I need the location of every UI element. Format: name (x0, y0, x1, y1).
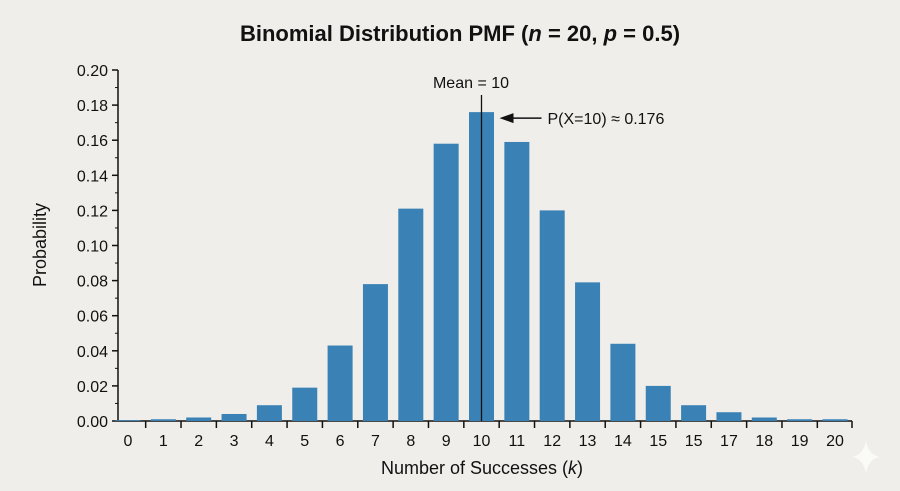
sparkle-watermark-icon (852, 440, 880, 474)
bar-k-0 (115, 420, 141, 421)
y-tick-label: 0.12 (77, 203, 108, 220)
bar-k-1 (150, 419, 176, 421)
x-tick-label: 6 (336, 433, 345, 450)
bar-k-7 (362, 284, 388, 421)
y-tick-label: 0.00 (77, 414, 108, 431)
x-tick-label: 7 (371, 433, 380, 450)
x-axis-label: Number of Successes (k) (381, 458, 583, 478)
x-tick-label: 14 (614, 433, 632, 450)
bar-k-20 (822, 419, 848, 421)
bar-k-14 (610, 343, 636, 421)
x-axis: 0 1 2 3 4 5 6 7 8 9 10 11 12 13 14 15 15 17 18 19 20 (118, 420, 853, 450)
peak-label: P(X=10) ≈ 0.176 (548, 111, 665, 128)
bar-k-15 (681, 405, 707, 421)
x-tick-label: 4 (265, 433, 274, 450)
y-tick-label: 0.10 (77, 239, 108, 256)
bar-k-2 (186, 417, 212, 421)
y-tick-label: 0.18 (77, 98, 108, 115)
y-tick-label: 0.16 (77, 133, 108, 150)
x-tick-label: 19 (791, 433, 809, 450)
mean-label: Mean = 10 (433, 75, 509, 92)
x-tick-label: 15 (685, 433, 703, 450)
bar-k-13 (575, 282, 601, 421)
y-axis: 0.00 0.02 0.04 0.06 0.08 0.10 0.12 0.14 0.16 0.18… (77, 63, 119, 431)
bar-k-9 (433, 143, 459, 421)
x-tick-label: 5 (300, 433, 309, 450)
x-tick-label: 10 (473, 433, 491, 450)
y-tick-label: 0.02 (77, 379, 108, 396)
y-tick-label: 0.14 (77, 168, 108, 185)
y-tick-label: 0.06 (77, 309, 108, 326)
x-tick-label: 0 (124, 433, 133, 450)
y-tick-label: 0.04 (77, 344, 108, 361)
x-tick-label: 13 (579, 433, 597, 450)
x-tick-label: 17 (720, 433, 738, 450)
x-tick-label: 9 (442, 433, 451, 450)
arrow-head (499, 113, 514, 124)
x-tick-label: 2 (194, 433, 203, 450)
x-tick-label: 12 (543, 433, 561, 450)
bar-k-6 (327, 345, 353, 421)
x-tick-label: 18 (755, 433, 773, 450)
x-tick-label: 3 (230, 433, 239, 450)
bar-k-17 (716, 412, 742, 421)
x-tick-label: 8 (406, 433, 415, 450)
y-axis-label: Probability (30, 203, 50, 287)
bar-k-5 (292, 387, 318, 421)
bar-k-11 (504, 141, 530, 421)
bar-k-15 (645, 385, 671, 421)
bar-k-8 (398, 208, 424, 421)
x-tick-label: 1 (159, 433, 168, 450)
x-tick-label: 11 (509, 433, 526, 450)
x-tick-label: 15 (649, 433, 667, 450)
bar-k-3 (221, 413, 247, 421)
y-tick-label: 0.08 (77, 274, 108, 291)
bar-k-18 (751, 417, 777, 421)
annotations: Mean = 10 P(X=10) ≈ 0.176 (433, 75, 664, 421)
bar-k-4 (256, 405, 282, 421)
bars (115, 112, 848, 422)
bar-k-19 (787, 419, 813, 421)
y-tick-label: 0.20 (77, 63, 108, 80)
bar-k-12 (539, 210, 565, 421)
chart-title: Binomial Distribution PMF (n = 20, p = 0… (240, 21, 680, 46)
x-tick-label: 20 (826, 433, 844, 450)
